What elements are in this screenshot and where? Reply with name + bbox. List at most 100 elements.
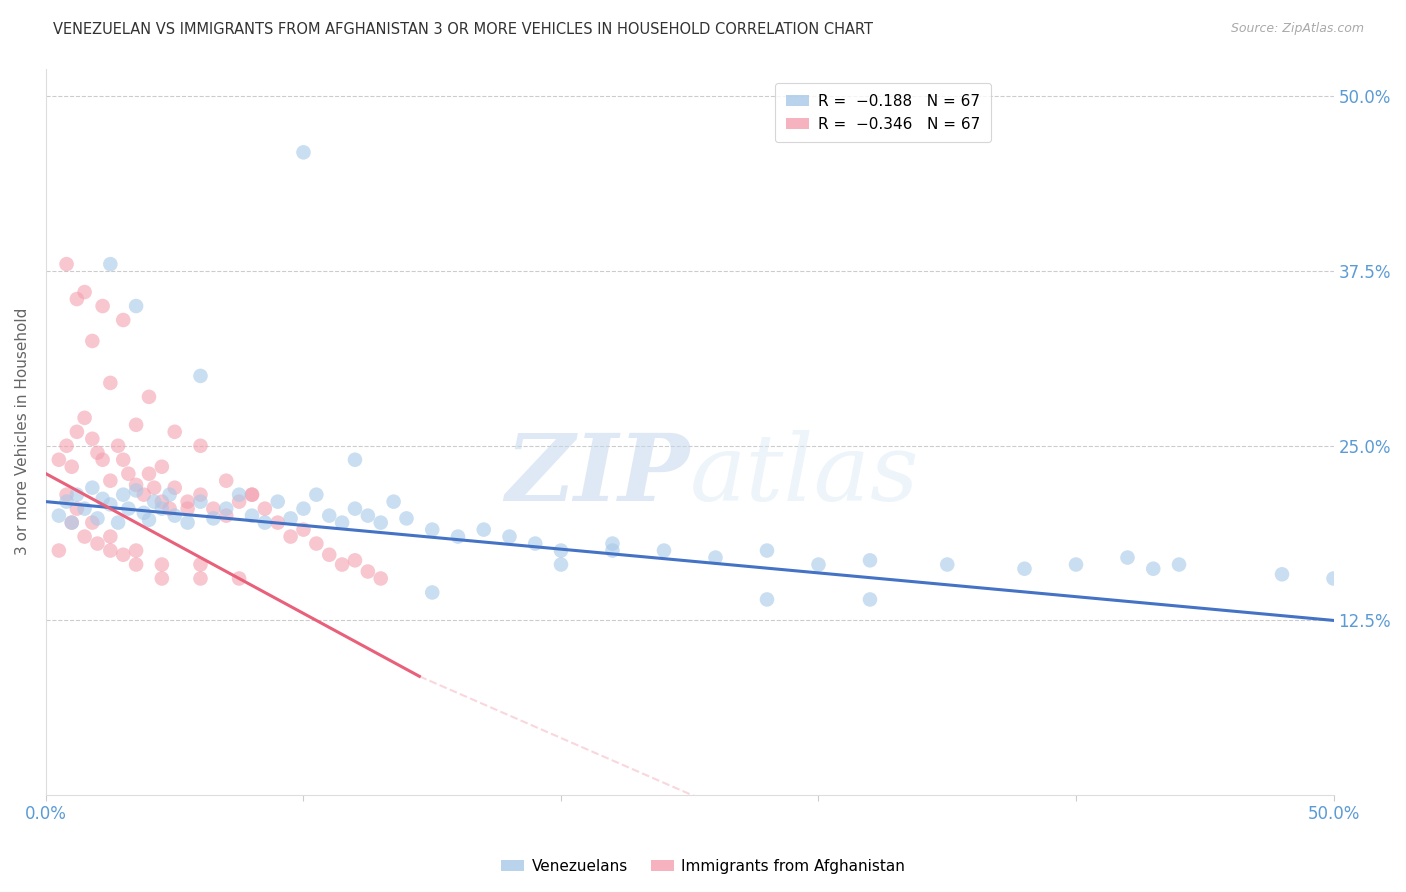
Point [138,513,160,527]
Point [159,488,181,502]
Point [318,548,340,562]
Text: Source: ZipAtlas.com: Source: ZipAtlas.com [1230,22,1364,36]
Point [91,491,114,506]
Point [343,452,366,467]
Point [98,530,121,544]
Point [1116,550,1139,565]
Text: atlas: atlas [690,430,920,520]
Point [163,425,186,439]
Point [357,565,380,579]
Point [163,481,186,495]
Point [125,299,148,313]
Point [55,488,77,502]
Point [1168,558,1191,572]
Point [125,543,148,558]
Point [150,501,173,516]
Point [98,474,121,488]
Point [190,494,212,508]
Point [117,467,139,481]
Point [82,334,104,348]
Point [125,483,148,498]
Point [143,494,166,508]
Point [859,592,882,607]
Point [652,543,675,558]
Point [859,553,882,567]
Point [125,417,148,432]
Point [112,452,135,467]
Point [318,508,340,523]
Point [190,439,212,453]
Point [176,516,198,530]
Point [48,508,70,523]
Point [150,459,173,474]
Point [112,548,135,562]
Point [756,592,779,607]
Point [447,530,470,544]
Point [420,523,443,537]
Point [73,530,96,544]
Point [91,299,114,313]
Legend: Venezuelans, Immigrants from Afghanistan: Venezuelans, Immigrants from Afghanistan [495,853,911,880]
Point [357,508,380,523]
Point [1064,558,1087,572]
Point [132,506,155,520]
Point [60,459,83,474]
Point [602,543,624,558]
Point [292,523,315,537]
Point [117,501,139,516]
Point [807,558,830,572]
Point [150,494,173,508]
Point [228,488,250,502]
Point [86,536,108,550]
Point [1322,572,1344,586]
Legend: R =  −0.188   N = 67, R =  −0.346   N = 67: R = −0.188 N = 67, R = −0.346 N = 67 [775,84,991,143]
Point [190,572,212,586]
Point [66,425,89,439]
Point [82,432,104,446]
Point [370,516,392,530]
Point [228,494,250,508]
Point [330,516,353,530]
Point [150,572,173,586]
Point [138,390,160,404]
Point [98,257,121,271]
Point [240,488,263,502]
Point [472,523,495,537]
Point [91,452,114,467]
Point [176,494,198,508]
Point [756,543,779,558]
Point [190,368,212,383]
Point [305,536,328,550]
Text: VENEZUELAN VS IMMIGRANTS FROM AFGHANISTAN 3 OR MORE VEHICLES IN HOUSEHOLD CORREL: VENEZUELAN VS IMMIGRANTS FROM AFGHANISTA… [53,22,873,37]
Point [55,257,77,271]
Point [280,530,302,544]
Point [215,501,238,516]
Point [602,536,624,550]
Point [704,550,727,565]
Point [1142,562,1164,576]
Y-axis label: 3 or more Vehicles in Household: 3 or more Vehicles in Household [15,308,30,556]
Point [343,553,366,567]
Point [150,558,173,572]
Point [73,285,96,299]
Point [107,516,129,530]
Point [280,511,302,525]
Point [48,452,70,467]
Point [82,516,104,530]
Point [936,558,959,572]
Point [73,501,96,516]
Point [82,481,104,495]
Point [55,494,77,508]
Point [190,488,212,502]
Point [55,439,77,453]
Point [550,543,572,558]
Text: ZIP: ZIP [506,430,690,520]
Point [330,558,353,572]
Point [524,536,547,550]
Point [292,145,315,160]
Point [215,508,238,523]
Point [395,511,418,525]
Point [202,511,225,525]
Point [305,488,328,502]
Point [98,376,121,390]
